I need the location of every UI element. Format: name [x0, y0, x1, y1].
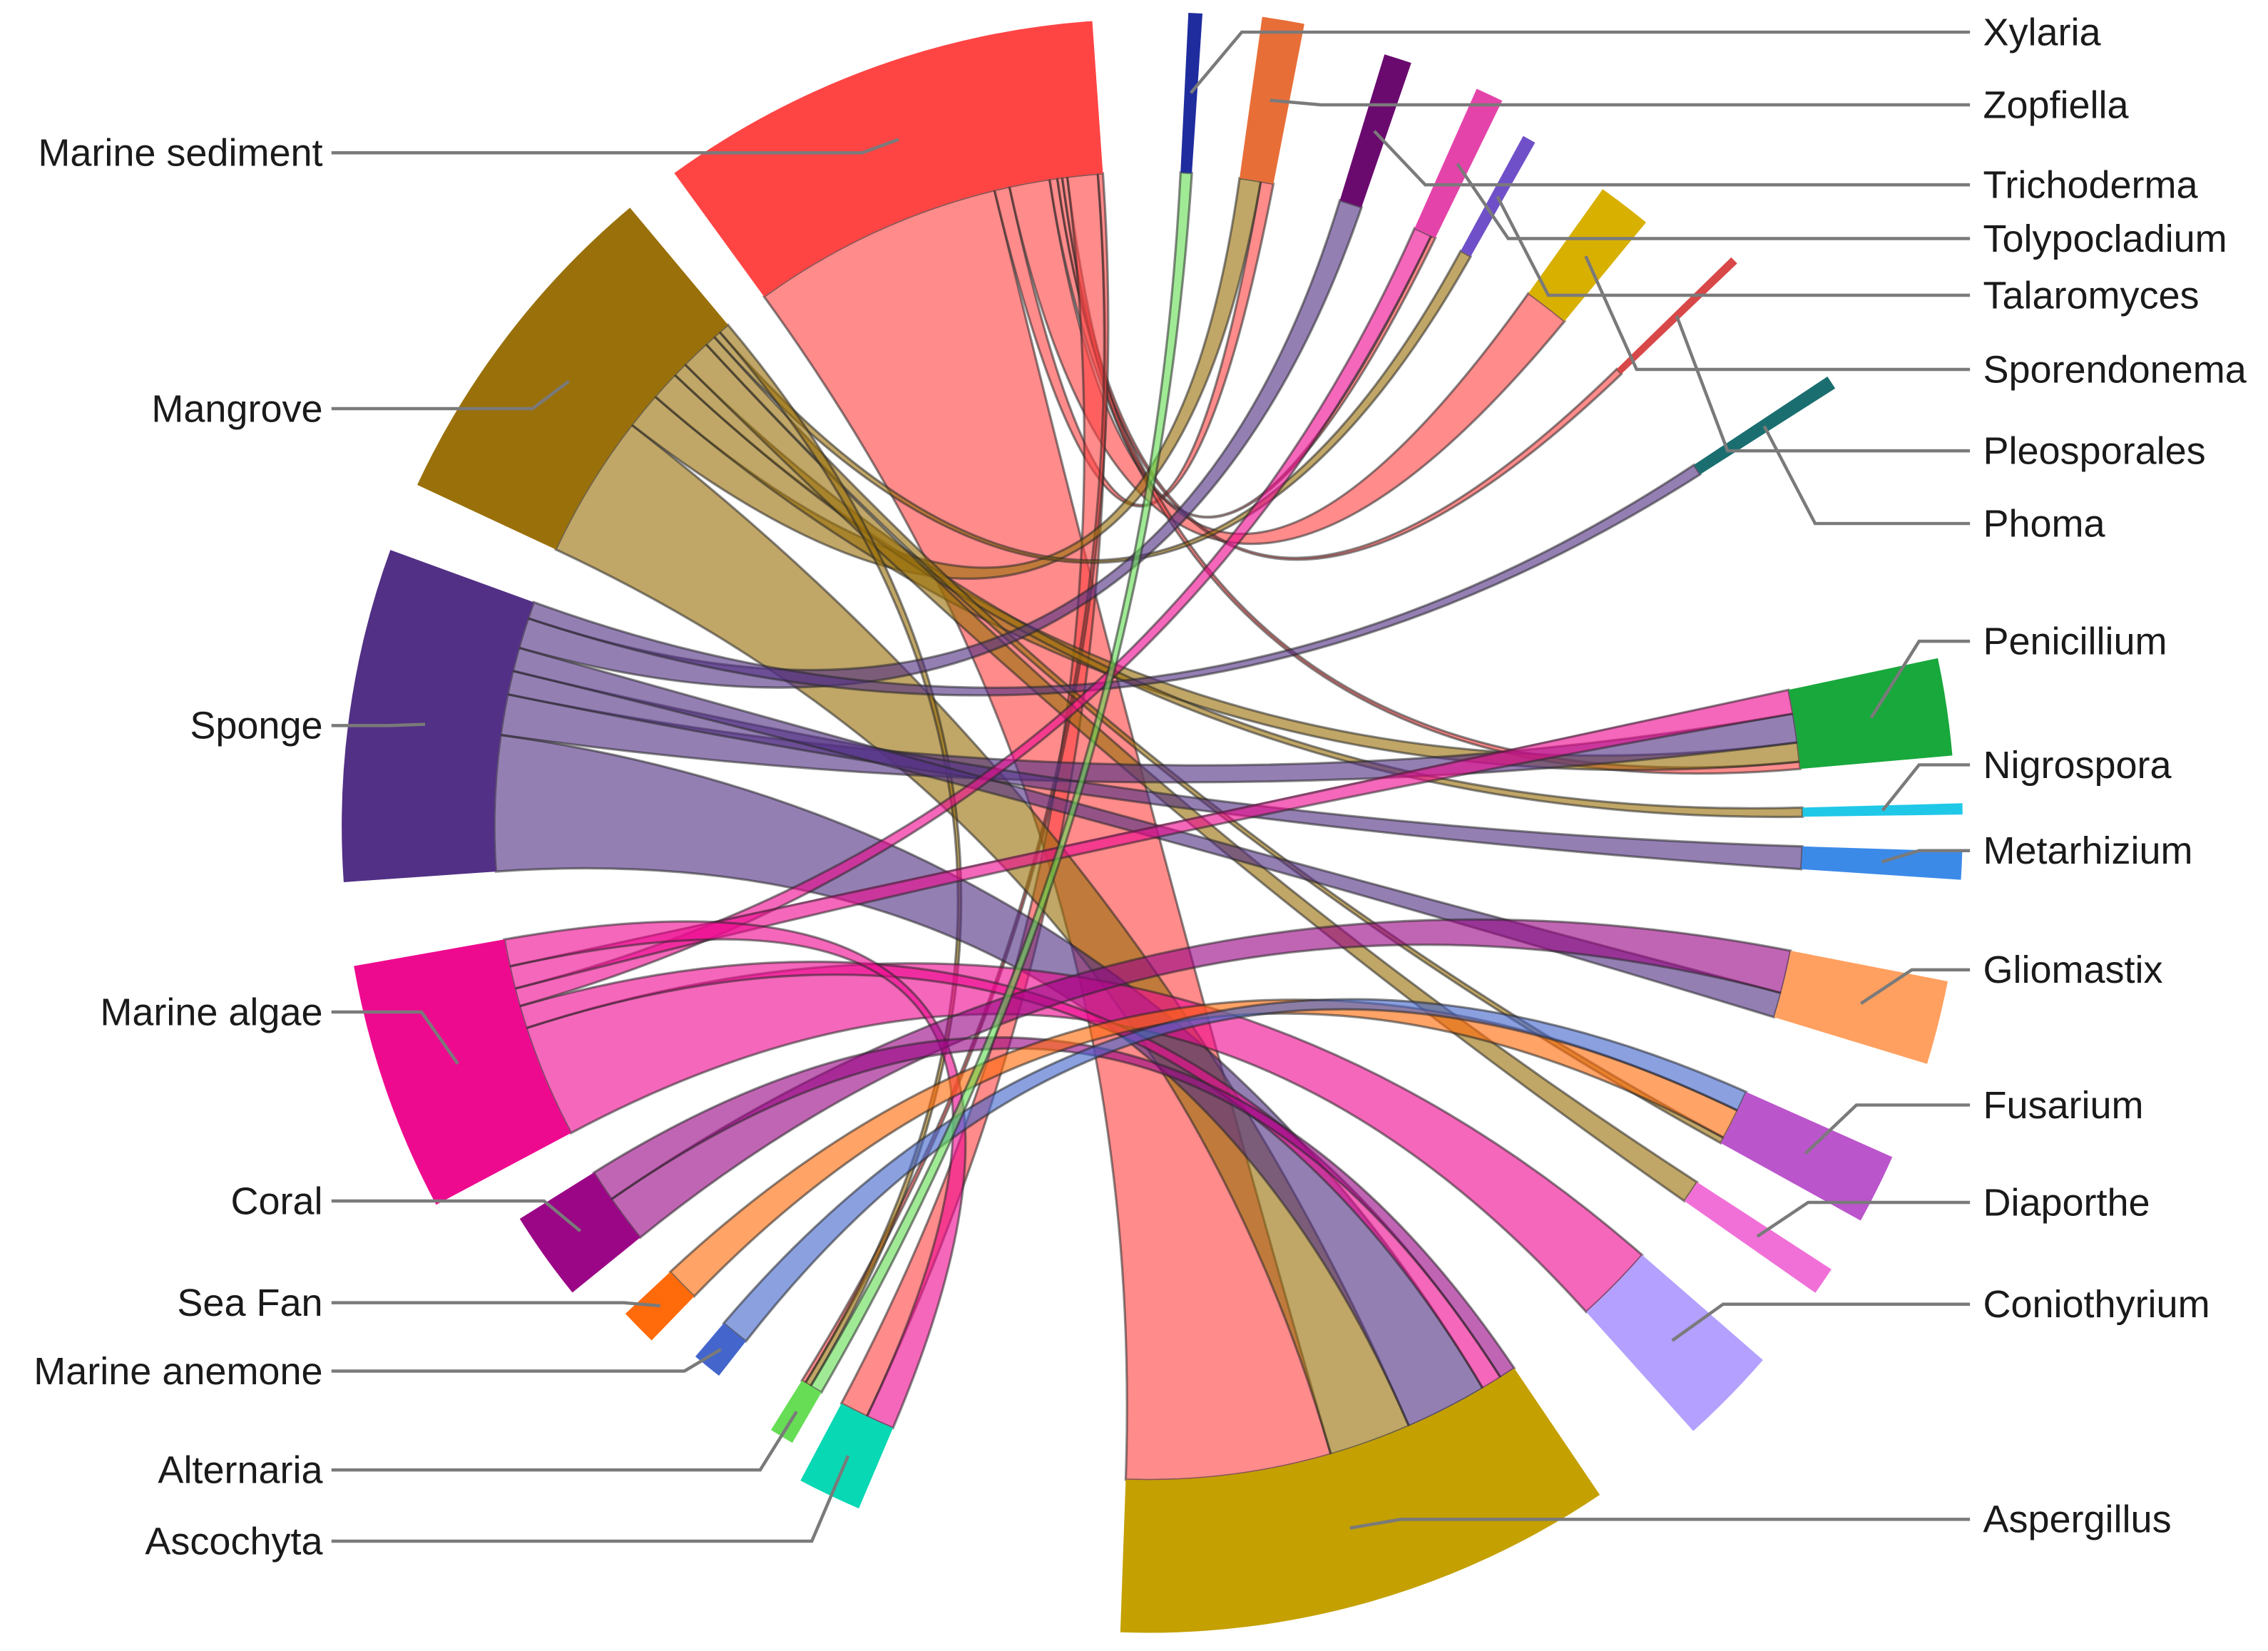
segment-fusarium: [1720, 1092, 1893, 1221]
segment-aspergillus: [1120, 1368, 1600, 1633]
label-sporendonema: Sporendonema: [1983, 348, 2247, 391]
leader-ascochyta: [331, 1455, 850, 1543]
label-leaders: [331, 30, 1971, 1543]
leader-sea-fan: [331, 1301, 660, 1308]
segment-pleosporales: [1616, 257, 1737, 374]
segment-diaporthe: [1684, 1182, 1832, 1293]
label-nigrospora: Nigrospora: [1983, 744, 2172, 787]
segment-metarhizium: [1801, 846, 1963, 880]
leader-aspergillus: [1349, 1518, 1971, 1530]
leader-penicillium: [1869, 639, 1971, 719]
segment-mangrove: [417, 208, 728, 550]
segment-phoma: [1694, 376, 1836, 475]
leader-xylaria: [1189, 30, 1971, 94]
label-gliomastix: Gliomastix: [1983, 949, 2162, 991]
leader-phoma: [1762, 425, 1971, 526]
chord-ribbons: [493, 171, 1804, 1481]
leader-zopfiella: [1270, 98, 1971, 107]
leader-talaromyces: [1496, 195, 1971, 297]
leader-alternaria: [331, 1411, 798, 1472]
leader-fusarium: [1804, 1103, 1971, 1155]
label-talaromyces: Talaromyces: [1983, 274, 2199, 317]
label-coniothyrium: Coniothyrium: [1983, 1283, 2210, 1326]
leader-sponge: [331, 722, 426, 727]
label-sea-fan: Sea Fan: [177, 1282, 322, 1324]
segment-penicillium: [1788, 658, 1953, 770]
label-coral: Coral: [230, 1180, 322, 1222]
leader-nigrospora: [1881, 763, 1971, 812]
label-penicillium: Penicillium: [1983, 620, 2167, 663]
segment-marine-algae: [354, 939, 571, 1205]
leader-coniothyrium: [1671, 1302, 1971, 1342]
segment-marine-sediment: [674, 21, 1103, 297]
leader-sporendonema: [1584, 255, 1971, 372]
segment-coniothyrium: [1586, 1254, 1763, 1431]
label-marine-algae: Marine algae: [100, 991, 322, 1033]
leader-metarhizium: [1881, 849, 1971, 864]
label-marine-sediment: Marine sediment: [38, 132, 322, 175]
label-mangrove: Mangrove: [151, 387, 322, 430]
label-xylaria: Xylaria: [1983, 11, 2101, 53]
label-pleosporales: Pleosporales: [1983, 429, 2205, 472]
segment-talaromyces: [1461, 136, 1536, 257]
leader-marine-anemone: [331, 1348, 722, 1373]
leader-marine-algae: [331, 1010, 459, 1065]
leader-tolypocladium: [1456, 163, 1971, 240]
label-ascochyta: Ascochyta: [145, 1520, 323, 1563]
label-diaporthe: Diaporthe: [1983, 1181, 2150, 1224]
label-zopfiella: Zopfiella: [1983, 83, 2129, 126]
label-sponge: Sponge: [190, 705, 322, 747]
leader-diaporthe: [1756, 1200, 1971, 1238]
leader-pleosporales: [1675, 315, 1971, 453]
label-tolypocladium: Tolypocladium: [1983, 218, 2227, 260]
label-fusarium: Fusarium: [1983, 1084, 2143, 1127]
leader-trichoderma: [1373, 130, 1971, 187]
label-alternaria: Alternaria: [158, 1448, 323, 1491]
label-metarhizium: Metarhizium: [1983, 829, 2192, 872]
segment-sporendonema: [1528, 189, 1646, 322]
label-marine-anemone: Marine anemone: [34, 1350, 322, 1393]
segment-gliomastix: [1774, 951, 1948, 1064]
ribbon-mangrove-to-talaromyces: [712, 249, 1473, 564]
leader-mangrove: [331, 379, 571, 411]
leader-coral: [331, 1199, 582, 1232]
label-trichoderma: Trichoderma: [1983, 163, 2198, 206]
leader-marine-sediment: [331, 138, 899, 155]
leader-gliomastix: [1859, 968, 1971, 1006]
label-phoma: Phoma: [1983, 502, 2105, 545]
segment-coral: [519, 1172, 640, 1293]
label-aspergillus: Aspergillus: [1983, 1498, 2171, 1541]
segment-sponge: [342, 550, 534, 882]
chord-labels: Marine sediment Mangrove Sponge Marine alga…: [34, 11, 2247, 1563]
